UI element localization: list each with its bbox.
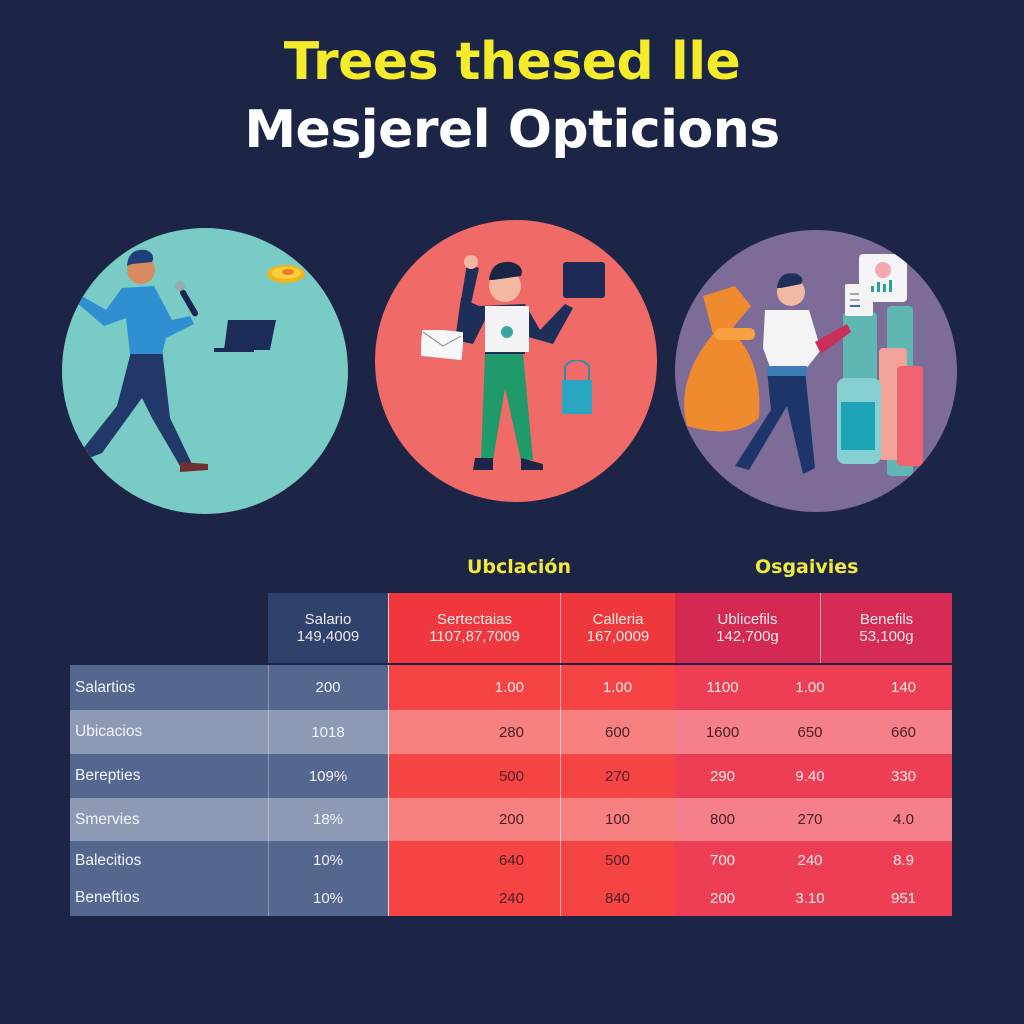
column-header-sertectaias[interactable]: Sertectaias 1107,87,7009: [388, 593, 560, 663]
cell-calleria: 270: [560, 754, 675, 798]
person-backpack-illustration: [455, 255, 573, 470]
cell-osgaivies: 9.40: [795, 767, 825, 785]
row-label: Balecitios: [75, 851, 142, 869]
column-header-salario[interactable]: Salario 149,4009: [268, 593, 388, 663]
column-header-value: 1107,87,7009: [429, 628, 520, 645]
chart-card-icon: [859, 254, 907, 302]
column-header-value: 167,0009: [586, 628, 650, 645]
cell-group: [675, 798, 952, 841]
cell-benefils: 8.9: [893, 852, 914, 869]
cell-ublicefils: 200: [709, 889, 736, 907]
illustration-backpack-person: [375, 220, 657, 502]
cell-group: [675, 665, 952, 710]
cell-salario: 10%: [312, 852, 344, 869]
cell-calleria: 1.00: [560, 665, 675, 710]
cell-calleria: 100: [560, 798, 675, 841]
table-row[interactable]: Ubicacios 1018 280 600 1600 650 660: [70, 710, 952, 754]
coin-icon: [266, 262, 306, 291]
cell-ublicefils: 800: [709, 811, 736, 828]
column-divider: [388, 665, 389, 916]
column-header-label: Benefils: [859, 611, 914, 628]
table-row[interactable]: Smervies 18% 200 100 800 270 4.0: [70, 798, 952, 841]
cell-salario: 109%: [308, 767, 348, 785]
row-label: Smervies: [75, 810, 140, 828]
table-row[interactable]: Salartios 200 1.00 1.00 1100 1.00 140: [70, 665, 952, 710]
column-header-label: Calleria: [592, 611, 644, 628]
cell-ublicefils: 1100: [706, 679, 739, 696]
illustration-clipboard-person: [675, 230, 957, 512]
cell-osgaivies: 1.00: [795, 679, 825, 696]
cell-benefils: 330: [890, 767, 917, 785]
column-header-value: 142,700g: [716, 628, 779, 645]
cell-osgaivies: 3.10: [795, 889, 825, 907]
cell-osgaivies: 240: [797, 852, 823, 869]
cell-calleria: 500: [560, 841, 675, 880]
envelope-icon: [421, 330, 463, 360]
cell-sertectaias: 500: [388, 754, 560, 798]
row-label: Salartios: [75, 678, 136, 696]
column-header-calleria[interactable]: Calleria 167,0009: [560, 593, 675, 663]
table-row[interactable]: Balecitios 10% 640 500 700 240 8.9: [70, 841, 952, 880]
cell-sertectaias: 240: [388, 880, 560, 916]
table-row[interactable]: Beneftios 10% 240 840 200 3.10 951: [70, 880, 952, 916]
column-header-label: Ublicefils: [717, 611, 778, 628]
cell-sertectaias: 280: [388, 710, 560, 754]
tablet-icon: [563, 262, 605, 298]
bucket-icon: [561, 360, 593, 414]
row-label: Berepties: [75, 767, 141, 784]
cell-benefils: 140: [890, 679, 917, 696]
column-header-ublicefils[interactable]: Ublicefils 142,700g: [675, 593, 820, 663]
cell-sertectaias: 1.00: [388, 665, 560, 710]
cell-sertectaias: 640: [388, 841, 560, 880]
table-row[interactable]: Berepties 109% 500 270 290 9.40 330: [70, 754, 952, 798]
laptop-icon: [214, 320, 276, 356]
cell-group: [675, 880, 952, 916]
cell-osgaivies: 650: [797, 723, 823, 741]
column-header-label: Sertectaias: [436, 611, 513, 628]
cell-sertectaias: 200: [388, 798, 560, 841]
column-header-value: 149,4009: [296, 628, 360, 645]
cell-calleria: 840: [560, 880, 675, 916]
row-label: Beneftios: [75, 889, 140, 906]
cell-ublicefils: 290: [709, 767, 736, 785]
column-divider: [560, 665, 561, 916]
column-header-benefils[interactable]: Benefils 53,100g: [820, 593, 952, 663]
group-header-ubicacion: Ubclación: [467, 556, 571, 578]
cell-group: [675, 841, 952, 880]
cell-salario: 10%: [312, 889, 344, 907]
cell-salario: 18%: [312, 811, 344, 828]
cell-ublicefils: 1600: [705, 723, 740, 741]
cell-calleria: 600: [560, 710, 675, 754]
cell-ublicefils: 700: [709, 852, 736, 869]
column-divider: [268, 665, 269, 916]
row-label: Ubicacios: [75, 723, 143, 740]
group-header-osgaivies: Osgaivies: [755, 556, 859, 578]
person-clipboard-illustration: [684, 273, 923, 476]
cell-osgaivies: 270: [797, 811, 823, 828]
cell-benefils: 951: [890, 889, 917, 907]
title-line-2: Mesjerel Opticions: [244, 100, 780, 160]
cell-group: [675, 710, 952, 754]
cell-salario: 1018: [311, 723, 345, 741]
column-header-value: 53,100g: [859, 628, 914, 645]
cell-salario: 200: [315, 679, 341, 696]
cell-benefils: 660: [890, 723, 917, 741]
cell-group: [675, 754, 952, 798]
column-header-label: Salario: [304, 611, 352, 628]
cell-benefils: 4.0: [893, 811, 914, 828]
title-line-1: Trees thesed lle: [283, 32, 741, 92]
